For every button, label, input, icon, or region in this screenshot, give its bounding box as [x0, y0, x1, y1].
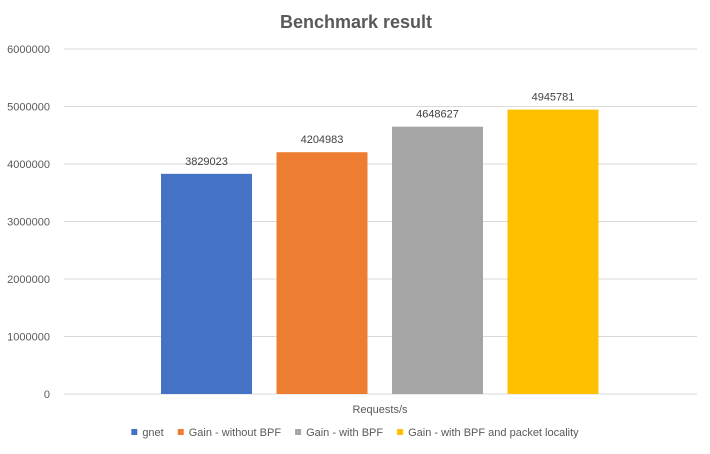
y-axis-ticks: 0 1000000 2000000 3000000 4000000 5000000 6000…: [7, 44, 50, 401]
bar: [507, 109, 599, 395]
bar: [161, 173, 252, 394]
y-tick-label: 5000000: [7, 102, 50, 114]
x-axis-label: Requests/s: [352, 404, 408, 416]
legend-swatch: [397, 429, 404, 435]
legend-swatch: [295, 429, 302, 435]
legend-swatch: [177, 429, 184, 435]
data-label: 4945781: [532, 92, 575, 104]
legend-label: Gain - with BPF: [306, 427, 383, 439]
y-tick-label: 3000000: [7, 217, 50, 229]
legend-label: gnet: [142, 427, 163, 439]
data-label: 4204983: [301, 134, 344, 146]
y-tick-label: 1000000: [7, 332, 50, 344]
legend-swatch: [131, 429, 138, 435]
chart-title: Benchmark result: [280, 12, 432, 32]
legend: gnet Gain - without BPF Gain - with BPF Gai…: [131, 427, 579, 439]
data-label: 3829023: [185, 156, 228, 168]
y-tick-label: 0: [44, 389, 50, 401]
bar: [392, 126, 483, 394]
bar: [276, 152, 368, 394]
legend-label: Gain - with BPF and packet locality: [408, 427, 579, 439]
legend-label: Gain - without BPF: [189, 427, 282, 439]
bars: [161, 109, 599, 395]
y-tick-label: 4000000: [7, 159, 50, 171]
y-tick-label: 2000000: [7, 274, 50, 286]
data-label: 4648627: [416, 109, 459, 121]
y-tick-label: 6000000: [7, 44, 50, 56]
data-labels: 3829023 4204983 4648627 4945781: [185, 92, 574, 168]
gridlines: [64, 48, 697, 395]
